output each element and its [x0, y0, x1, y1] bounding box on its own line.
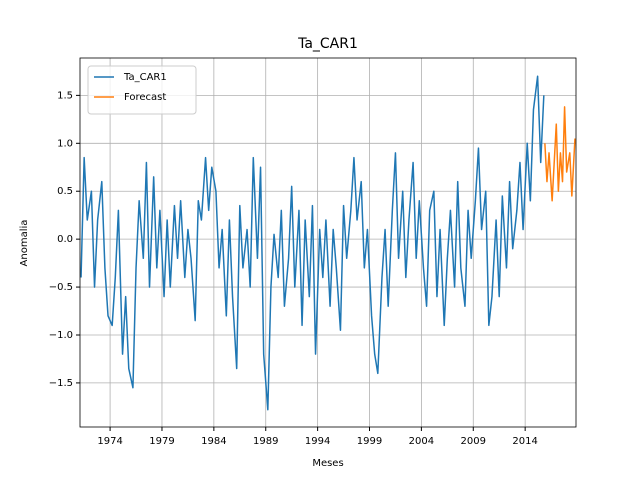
x-tick-label: 1994	[305, 436, 330, 447]
x-tick-label: 1999	[357, 436, 382, 447]
x-tick-label: 2009	[461, 436, 486, 447]
legend-box	[87, 65, 197, 115]
y-tick-label: −0.5	[49, 282, 73, 293]
legend-label: Ta_CAR1	[123, 72, 167, 83]
x-tick-label: 1979	[149, 436, 174, 447]
plot-frame	[79, 57, 577, 428]
x-tick-label: 2014	[512, 436, 537, 447]
y-tick-label: −1.0	[49, 330, 73, 341]
x-axis-label: Meses	[312, 458, 343, 469]
x-tick-label: 1984	[201, 436, 226, 447]
y-tick-label: 1.0	[57, 138, 73, 149]
series-line	[80, 75, 545, 411]
y-tick-label: 0.0	[57, 234, 73, 245]
chart-title: Ta_CAR1	[297, 36, 358, 52]
x-tick-label: 1989	[253, 436, 278, 447]
series-line	[544, 106, 576, 202]
y-tick-label: 1.5	[57, 90, 73, 101]
legend-label: Forecast	[124, 92, 166, 103]
y-tick-label: 0.5	[57, 186, 73, 197]
x-tick-label: 2004	[409, 436, 434, 447]
y-tick-label: −1.5	[49, 378, 73, 389]
y-axis-label: Anomalia	[19, 220, 30, 267]
x-tick-label: 1974	[97, 436, 122, 447]
